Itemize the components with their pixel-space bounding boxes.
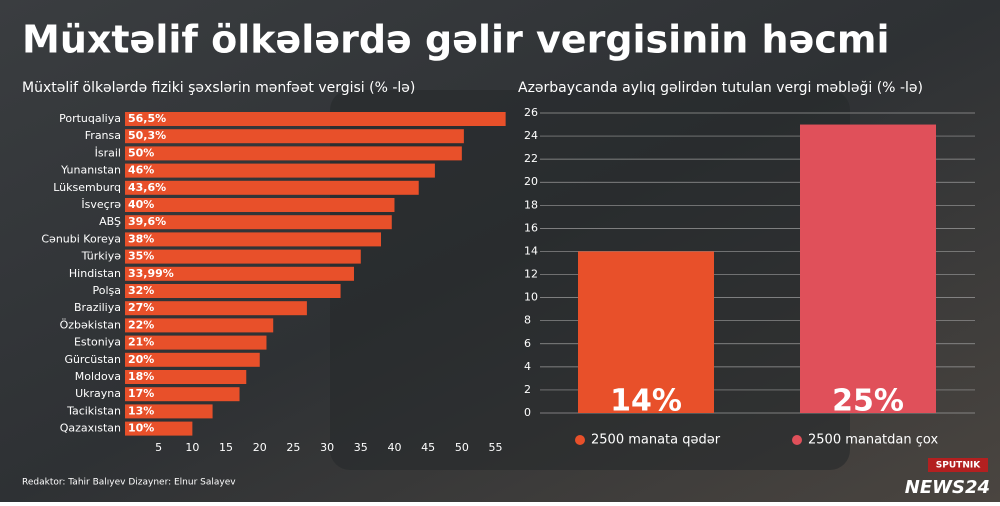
y-tick-label: Moldova <box>75 370 121 383</box>
value-label: 35% <box>128 250 154 263</box>
bar <box>125 404 213 419</box>
y-tick-label: 24 <box>524 129 538 142</box>
bar <box>800 124 936 414</box>
chart-title: Müxtəlif ölkələrdə fiziki şəxslərin mənf… <box>22 80 415 96</box>
bar <box>125 198 395 212</box>
legend-marker <box>792 435 802 445</box>
value-label: 20% <box>128 353 154 366</box>
y-tick-label: Türkiyə <box>81 250 122 263</box>
source-logo: SPUTNIK <box>936 461 981 471</box>
y-tick-label: 0 <box>524 406 531 419</box>
y-tick-label: 4 <box>524 360 531 373</box>
value-label: 10% <box>128 422 154 435</box>
bar <box>125 421 193 436</box>
y-tick-label: 26 <box>524 106 538 119</box>
bar <box>125 249 361 264</box>
main-title: Müxtəlif ölkələrdə gəlir vergisinin həcm… <box>22 18 890 62</box>
y-tick-label: 2 <box>524 383 531 396</box>
y-tick-label: 8 <box>524 314 531 327</box>
y-tick-label: Ukrayna <box>75 387 121 400</box>
x-tick-label: 45 <box>421 441 435 454</box>
y-tick-label: Fransa <box>85 129 121 142</box>
y-tick-label: Cənubi Koreya <box>41 232 121 245</box>
value-label: 13% <box>128 404 154 417</box>
legend-label: 2500 manatdan çox <box>808 433 938 448</box>
value-label: 46% <box>128 164 154 177</box>
y-tick-label: Polşa <box>93 284 122 297</box>
bar <box>125 163 435 178</box>
y-tick-label: Hindistan <box>69 267 121 280</box>
y-tick-label: 10 <box>524 291 538 304</box>
bar <box>125 146 462 161</box>
y-tick-label: 14 <box>524 244 538 257</box>
x-tick-label: 20 <box>253 441 267 454</box>
bar <box>125 284 341 298</box>
x-tick-label: 5 <box>155 441 162 454</box>
x-tick-label: 55 <box>489 441 503 454</box>
value-label: 25% <box>832 384 904 419</box>
bar <box>125 387 240 402</box>
source-logo-bg <box>928 458 988 472</box>
value-label: 22% <box>128 318 154 331</box>
bar <box>125 215 392 230</box>
value-label: 50,3% <box>128 129 166 142</box>
y-tick-label: Tacikistan <box>66 404 121 417</box>
bar <box>125 370 247 384</box>
y-tick-label: Yunanıstan <box>60 164 121 177</box>
value-label: 50% <box>128 146 154 159</box>
value-label: 43,6% <box>128 181 166 194</box>
y-tick-label: İsveçrə <box>81 198 121 211</box>
x-tick-label: 35 <box>354 441 368 454</box>
legend-marker <box>575 435 585 445</box>
value-label: 56,5% <box>128 112 166 125</box>
y-tick-label: 20 <box>524 175 538 188</box>
bar <box>125 266 354 281</box>
bar <box>125 112 506 126</box>
x-tick-label: 15 <box>219 441 233 454</box>
y-tick-label: ABŞ <box>99 215 121 228</box>
y-tick-label: 18 <box>524 198 538 211</box>
y-tick-label: Gürcüstan <box>64 353 121 366</box>
bar <box>125 180 419 195</box>
y-tick-label: 12 <box>524 268 538 281</box>
y-tick-label: 16 <box>524 221 538 234</box>
value-label: 21% <box>128 336 154 349</box>
x-tick-label: 25 <box>286 441 300 454</box>
y-tick-label: Lüksemburq <box>53 181 121 194</box>
bar <box>125 301 307 316</box>
y-tick-label: İsrail <box>95 146 121 159</box>
value-label: 18% <box>128 370 154 383</box>
value-label: 38% <box>128 232 154 245</box>
y-tick-label: 6 <box>524 337 531 350</box>
bar <box>125 232 381 247</box>
x-tick-label: 40 <box>387 441 401 454</box>
bar <box>125 129 464 144</box>
y-tick-label: Qazaxıstan <box>60 422 121 435</box>
x-tick-label: 30 <box>320 441 334 454</box>
bar <box>578 251 714 413</box>
credits: Redaktor: Tahir Balıyev Dizayner: Elnur … <box>22 478 236 488</box>
bar <box>125 335 267 350</box>
y-tick-label: Braziliya <box>74 301 121 314</box>
chart-title: Azərbaycanda aylıq gəlirdən tutulan verg… <box>518 80 923 96</box>
bar <box>125 318 274 333</box>
y-tick-label: 22 <box>524 152 538 165</box>
x-tick-label: 10 <box>185 441 199 454</box>
value-label: 32% <box>128 284 154 297</box>
y-tick-label: Özbəkistan <box>60 318 121 331</box>
bar <box>125 352 260 367</box>
y-tick-label: Estoniya <box>74 336 121 349</box>
logo: NEWS24 <box>905 477 990 498</box>
value-label: 27% <box>128 301 154 314</box>
y-tick-label: Portuqaliya <box>59 112 121 125</box>
value-label: 40% <box>128 198 154 211</box>
legend-label: 2500 manata qədər <box>591 433 721 448</box>
x-tick-label: 50 <box>455 441 469 454</box>
value-label: 33,99% <box>128 267 174 280</box>
value-label: 39,6% <box>128 215 166 228</box>
value-label: 17% <box>128 387 154 400</box>
value-label: 14% <box>610 384 682 419</box>
